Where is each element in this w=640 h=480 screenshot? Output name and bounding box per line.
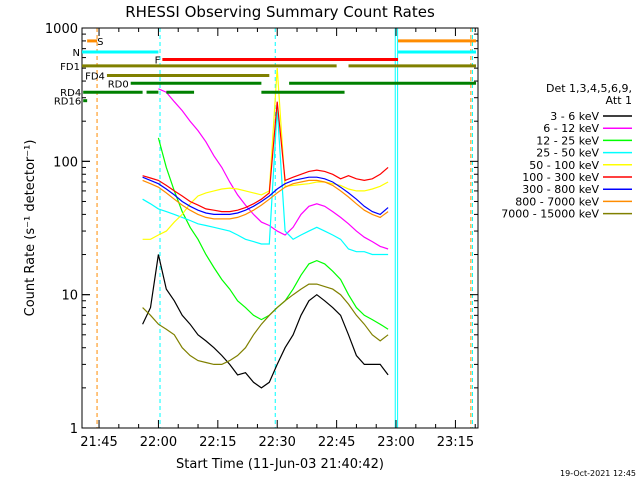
y-axis-label: Count Rate (s⁻¹ detector⁻¹) (23, 140, 38, 317)
flag-label-fd4: FD4 (85, 72, 105, 83)
x-tick-label: 23:00 (377, 435, 414, 450)
y-tick-label: 10 (61, 289, 78, 304)
flag-label-s: S (97, 37, 103, 48)
legend-label: 3 - 6 keV (550, 110, 599, 123)
legend-header: Att 1 (606, 94, 632, 107)
series-line-6-12-keV (158, 88, 389, 250)
legend-label: 100 - 300 keV (522, 171, 599, 184)
series-line-800-7000-keV (142, 179, 389, 220)
legend-label: 800 - 7000 keV (515, 195, 599, 208)
legend-label: 6 - 12 keV (543, 122, 599, 135)
y-tick-label: 1000 (45, 22, 78, 37)
flag-label-rd4: RD4 (60, 88, 81, 99)
flag-label-fd1: FD1 (60, 62, 80, 73)
flag-label-rd16: RD16 (54, 97, 81, 108)
x-tick-label: 22:15 (199, 435, 236, 450)
legend-header: Det 1,3,4,5,6,9, (546, 82, 632, 95)
series-line-7000-15000-keV (142, 283, 389, 365)
legend-label: 7000 - 15000 keV (501, 208, 599, 221)
x-tick-label: 22:45 (318, 435, 355, 450)
legend-label: 25 - 50 keV (536, 147, 599, 160)
x-tick-label: 23:15 (437, 435, 474, 450)
series-line-25-50-keV (142, 108, 389, 256)
x-tick-label: 22:00 (140, 435, 177, 450)
x-tick-label: 22:30 (258, 435, 295, 450)
legend-label: 300 - 800 keV (522, 183, 599, 196)
legend-label: 50 - 100 keV (529, 159, 599, 172)
y-tick-label: 1 (70, 422, 78, 437)
series-line-3-6-keV (142, 254, 389, 389)
x-tick-label: 21:45 (80, 435, 117, 450)
x-axis-label: Start Time (11-Jun-03 21:40:42) (176, 457, 384, 472)
footer-timestamp: 19-Oct-2021 12:45 (560, 469, 636, 478)
flag-label-f: F (155, 56, 161, 67)
y-tick-label: 100 (53, 155, 78, 170)
series-line-100-300-keV (142, 101, 389, 213)
legend-label: 12 - 25 keV (536, 134, 599, 147)
series-line-300-800-keV (142, 176, 389, 216)
chart-title: RHESSI Observing Summary Count Rates (125, 3, 435, 21)
flag-label-n: N (73, 48, 80, 59)
plot-frame (81, 27, 479, 429)
flag-label-rd0: RD0 (108, 79, 129, 90)
series-line-50-100-keV (142, 68, 389, 240)
